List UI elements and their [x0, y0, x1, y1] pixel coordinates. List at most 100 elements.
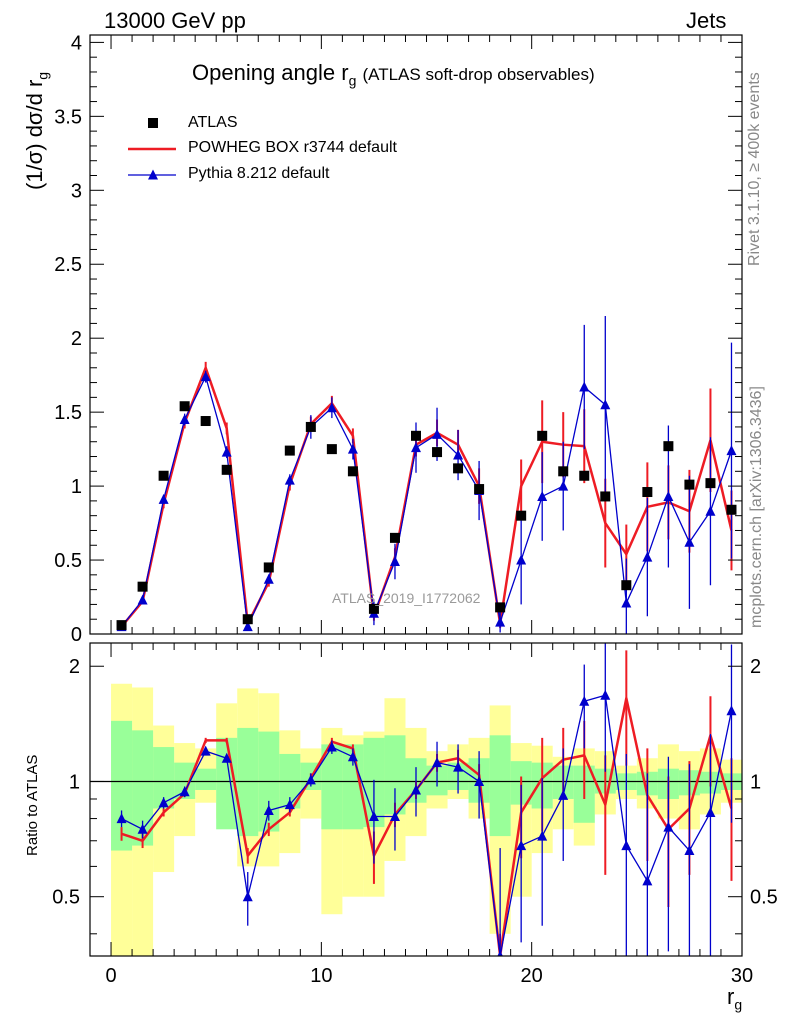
y-tick-label: 4	[71, 32, 82, 54]
pythia-marker	[537, 490, 548, 501]
atlas-data-point	[558, 466, 569, 477]
ratio-y-tick-label-right: 1	[750, 771, 761, 793]
atlas-data-point	[305, 421, 316, 432]
ratio-axis-title: Ratio to ATLAS	[24, 754, 41, 856]
ratio-y-tick-label-left: 1	[69, 771, 80, 793]
x-tick-label: 0	[105, 965, 116, 987]
ratio-pythia-marker	[284, 799, 295, 810]
pythia-marker	[179, 414, 190, 425]
pythia-marker	[221, 446, 232, 457]
pythia-marker	[411, 442, 421, 453]
ratio-pythia-marker	[179, 786, 190, 797]
atlas-data-point	[284, 445, 295, 456]
pythia-marker	[137, 594, 148, 605]
y-tick-label: 2	[71, 328, 82, 350]
x-axis-title-main: r	[727, 984, 735, 1009]
ratio-pythia-marker	[621, 840, 632, 851]
ratio-band-green	[216, 737, 238, 830]
ratio-pythia-marker	[663, 821, 674, 832]
atlas-data-point	[684, 479, 695, 490]
x-axis-title-sub: g	[734, 996, 743, 1013]
atlas-data-point	[432, 447, 443, 458]
ratio-pythia-marker	[221, 752, 232, 763]
ratio-y-tick-label-right: 2	[750, 656, 761, 678]
powheg-line	[120, 366, 733, 628]
y-axis-title-sub: g	[34, 71, 51, 80]
atlas-data-point	[158, 470, 169, 481]
atlas-data-point	[726, 504, 737, 515]
atlas-data-point	[347, 466, 358, 477]
ratio-pythia-marker	[326, 741, 337, 752]
ratio-pythia-marker	[200, 745, 211, 756]
pythia-marker	[389, 556, 400, 567]
atlas-data-point	[368, 603, 379, 614]
ratio-pythia-marker	[389, 811, 400, 822]
ratio-pythia-marker	[705, 806, 716, 817]
atlas-data-point	[579, 470, 590, 481]
atlas-data-point	[326, 444, 337, 455]
x-tick-label: 10	[310, 965, 332, 987]
pythia-marker	[453, 449, 464, 460]
ratio-band-green	[132, 730, 154, 846]
atlas-data-point	[116, 620, 127, 631]
x-axis-title: rg	[727, 984, 742, 1012]
pythia-marker	[726, 445, 737, 456]
top-plot-area	[116, 316, 737, 634]
pythia-marker	[347, 443, 358, 454]
chart-title-main: Opening angle r	[192, 60, 349, 85]
ratio-plot-frame	[89, 642, 743, 957]
pythia-marker	[158, 493, 169, 504]
pythia-marker	[684, 536, 695, 547]
y-tick-label: 3.5	[54, 106, 82, 128]
ratio-pythia-marker	[600, 689, 611, 700]
pythia-marker	[642, 551, 653, 562]
ratio-band-green	[489, 735, 511, 837]
pythia-marker	[263, 573, 274, 584]
atlas-data-point	[642, 487, 653, 498]
atlas-data-point	[411, 430, 421, 441]
mcplots-label: mcplots.cern.ch [arXiv:1306.3436]	[748, 386, 765, 628]
ratio-y-tick-label-left: 2	[69, 656, 80, 678]
atlas-data-point	[242, 614, 253, 625]
legend-atlas-marker	[148, 118, 158, 128]
y-tick-label: 0.5	[54, 550, 82, 572]
ratio-pythia-marker	[137, 823, 148, 834]
atlas-data-point	[389, 532, 400, 543]
ratio-pythia-marker	[558, 789, 569, 800]
pythia-line	[121, 376, 733, 628]
ratio-pythia-marker	[305, 774, 316, 785]
pythia-marker	[579, 381, 590, 392]
ratio-pythia-marker	[347, 751, 358, 762]
atlas-data-point	[600, 491, 611, 502]
atlas-data-point	[200, 416, 211, 427]
ratio-pythia-marker	[516, 840, 527, 851]
header-right: Jets	[686, 8, 727, 33]
pythia-marker	[495, 616, 506, 627]
pythia-marker	[432, 428, 443, 439]
ratio-pythia-marker	[158, 797, 169, 808]
ratio-pythia-marker	[474, 775, 485, 786]
atlas-data-point	[621, 580, 632, 591]
ratio-pythia-marker	[497, 950, 503, 956]
header-left: 13000 GeV pp	[104, 8, 246, 33]
atlas-data-point	[537, 430, 548, 441]
legend-powheg-label: POWHEG BOX r3744 default	[188, 139, 397, 156]
chart-title-rest: (ATLAS soft-drop observables)	[362, 65, 595, 84]
chart-title: Opening angle rg (ATLAS soft-drop observ…	[192, 60, 595, 88]
ratio-y-tick-label-right: 0.5	[750, 887, 778, 909]
atlas-data-point	[263, 562, 274, 573]
ratio-pythia-marker	[642, 875, 653, 886]
ratio-pythia-marker	[411, 784, 421, 795]
ratio-band-green	[384, 735, 406, 815]
pythia-marker	[284, 474, 295, 485]
ratio-band-green	[111, 720, 133, 851]
pythia-marker	[621, 597, 632, 608]
watermark: ATLAS_2019_I1772062	[332, 590, 481, 606]
pythia-marker	[242, 621, 253, 632]
pythia-marker	[663, 490, 674, 501]
ratio-pythia-marker	[242, 891, 253, 902]
top-plot-frame	[89, 34, 743, 635]
pythia-marker	[200, 371, 211, 382]
atlas-data-point	[474, 484, 485, 495]
